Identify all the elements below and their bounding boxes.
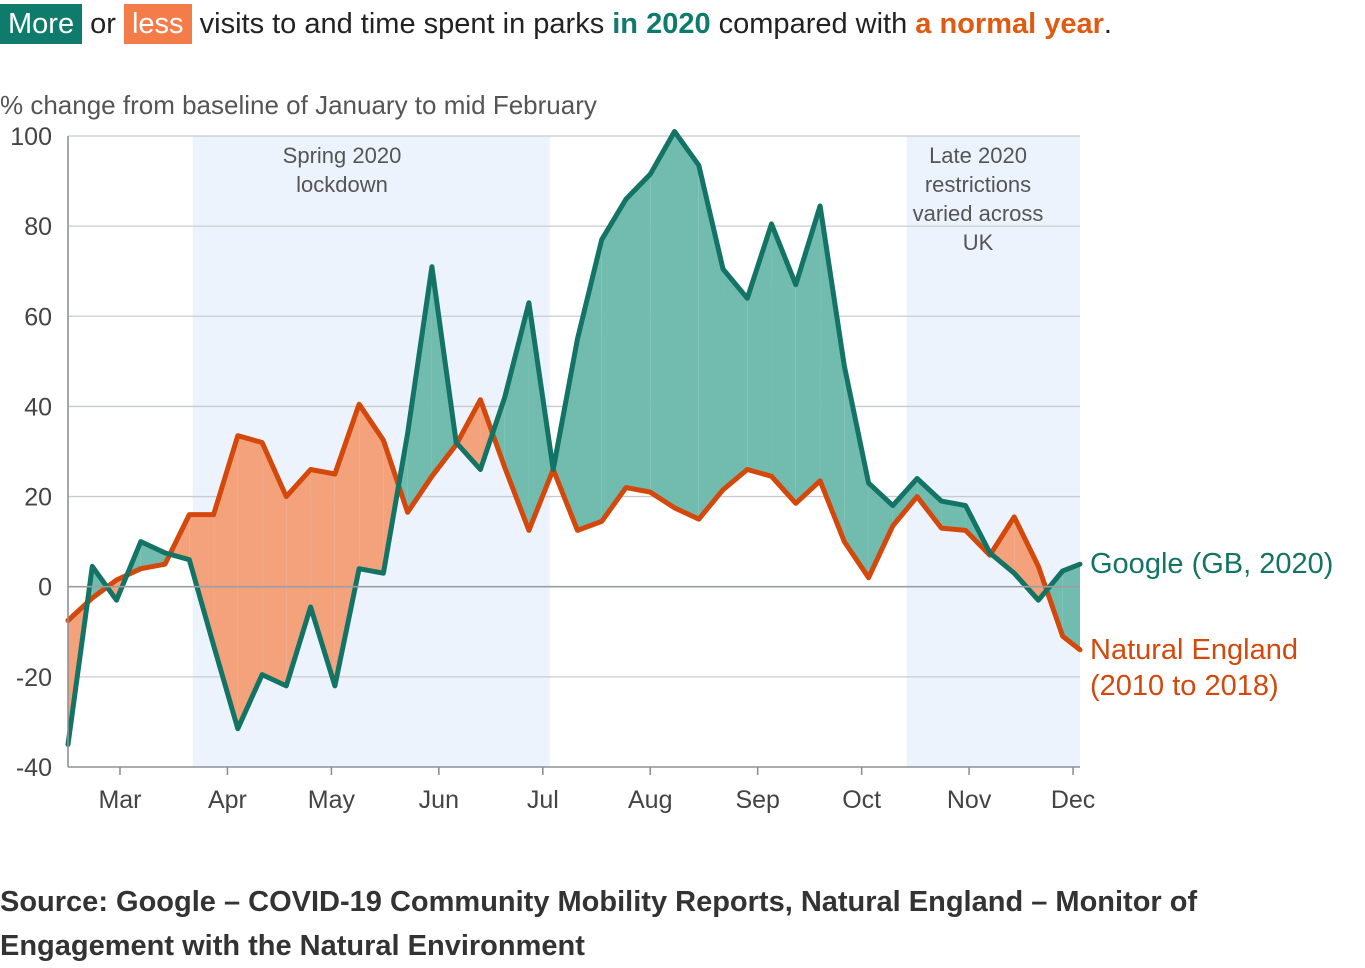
more-fill [917, 478, 942, 529]
less-fill [359, 404, 384, 574]
more-fill [820, 205, 845, 542]
google-series-label: Google (GB, 2020) [1090, 548, 1333, 580]
more-fill [674, 131, 699, 520]
chart-title: More or less visits to and time spent in… [0, 4, 1112, 44]
less-fill [480, 399, 493, 470]
more-fill [492, 397, 505, 468]
more-fill [795, 205, 821, 504]
y-tick-label: -40 [16, 754, 52, 782]
y-axis-label: % change from baseline of January to mid… [0, 90, 597, 120]
more-fill [771, 223, 796, 504]
shaded-period-label-1: Spring 2020 lockdown [283, 143, 402, 197]
source-note: Source: Google – COVID-19 Community Mobi… [0, 886, 1198, 962]
more-fill [140, 541, 166, 569]
more-fill [868, 483, 893, 578]
natural-england-series-label: Natural England (2010 to 2018) [1090, 634, 1298, 702]
more-fill [844, 365, 869, 578]
less-fill [213, 435, 238, 729]
less-fill [456, 399, 481, 470]
title-middle: visits to and time spent in parks [191, 8, 613, 40]
x-tick-label: Mar [98, 786, 141, 814]
shaded-period-label-2: Late 2020 restrictions varied across UK [913, 143, 1044, 255]
difference-fills [68, 131, 1080, 745]
title-or: or [82, 8, 124, 40]
less-fill [310, 469, 335, 686]
more-fill [650, 131, 675, 508]
more-fill [504, 302, 529, 531]
more-fill [577, 239, 602, 531]
x-tick-label: Aug [628, 786, 672, 814]
y-tick-label: -20 [16, 664, 52, 692]
y-tick-label: 40 [24, 393, 52, 421]
series-lines [65, 129, 1083, 747]
more-fill [625, 174, 651, 493]
x-tick-label: Jul [527, 786, 559, 814]
less-chip: less [123, 4, 192, 44]
title-end: . [1103, 8, 1112, 40]
title-in-2020: in 2020 [612, 8, 711, 40]
more-chip: More [0, 4, 83, 44]
x-tick-label: May [308, 786, 356, 814]
google-line [65, 129, 1083, 747]
line-chart: Spring 2020 lockdown Late 2020 restrictions… [0, 90, 1333, 814]
more-fill [601, 199, 626, 522]
more-fill [1062, 564, 1080, 650]
y-tick-label: 80 [24, 213, 52, 241]
x-tick-label: Oct [842, 786, 881, 814]
less-fill [262, 442, 287, 686]
y-tick-label: 0 [38, 574, 52, 602]
less-fill [189, 514, 214, 646]
x-tick-label: Apr [208, 786, 247, 814]
y-tick-label: 60 [24, 303, 52, 331]
labels: Spring 2020 lockdown Late 2020 restrictions… [10, 123, 1333, 814]
x-tick-label: Nov [947, 786, 992, 814]
less-fill [286, 469, 311, 686]
x-tick-label: Sep [735, 786, 779, 814]
x-tick-label: Dec [1051, 786, 1095, 814]
shaded-period-2 [906, 136, 1080, 767]
more-fill [892, 478, 918, 526]
title-compared: compared with [710, 8, 916, 40]
natural-england-line [65, 397, 1083, 653]
title-normal-year: a normal year [915, 8, 1104, 40]
y-tick-label: 20 [24, 484, 52, 512]
y-tick-label: 100 [10, 123, 52, 151]
less-fill [237, 435, 263, 729]
axes [67, 136, 1080, 775]
more-fill [407, 266, 432, 513]
less-fill [990, 516, 1015, 574]
more-fill [723, 268, 748, 490]
x-tick-label: Jun [419, 786, 459, 814]
less-fill [334, 404, 360, 686]
more-fill [941, 501, 966, 531]
